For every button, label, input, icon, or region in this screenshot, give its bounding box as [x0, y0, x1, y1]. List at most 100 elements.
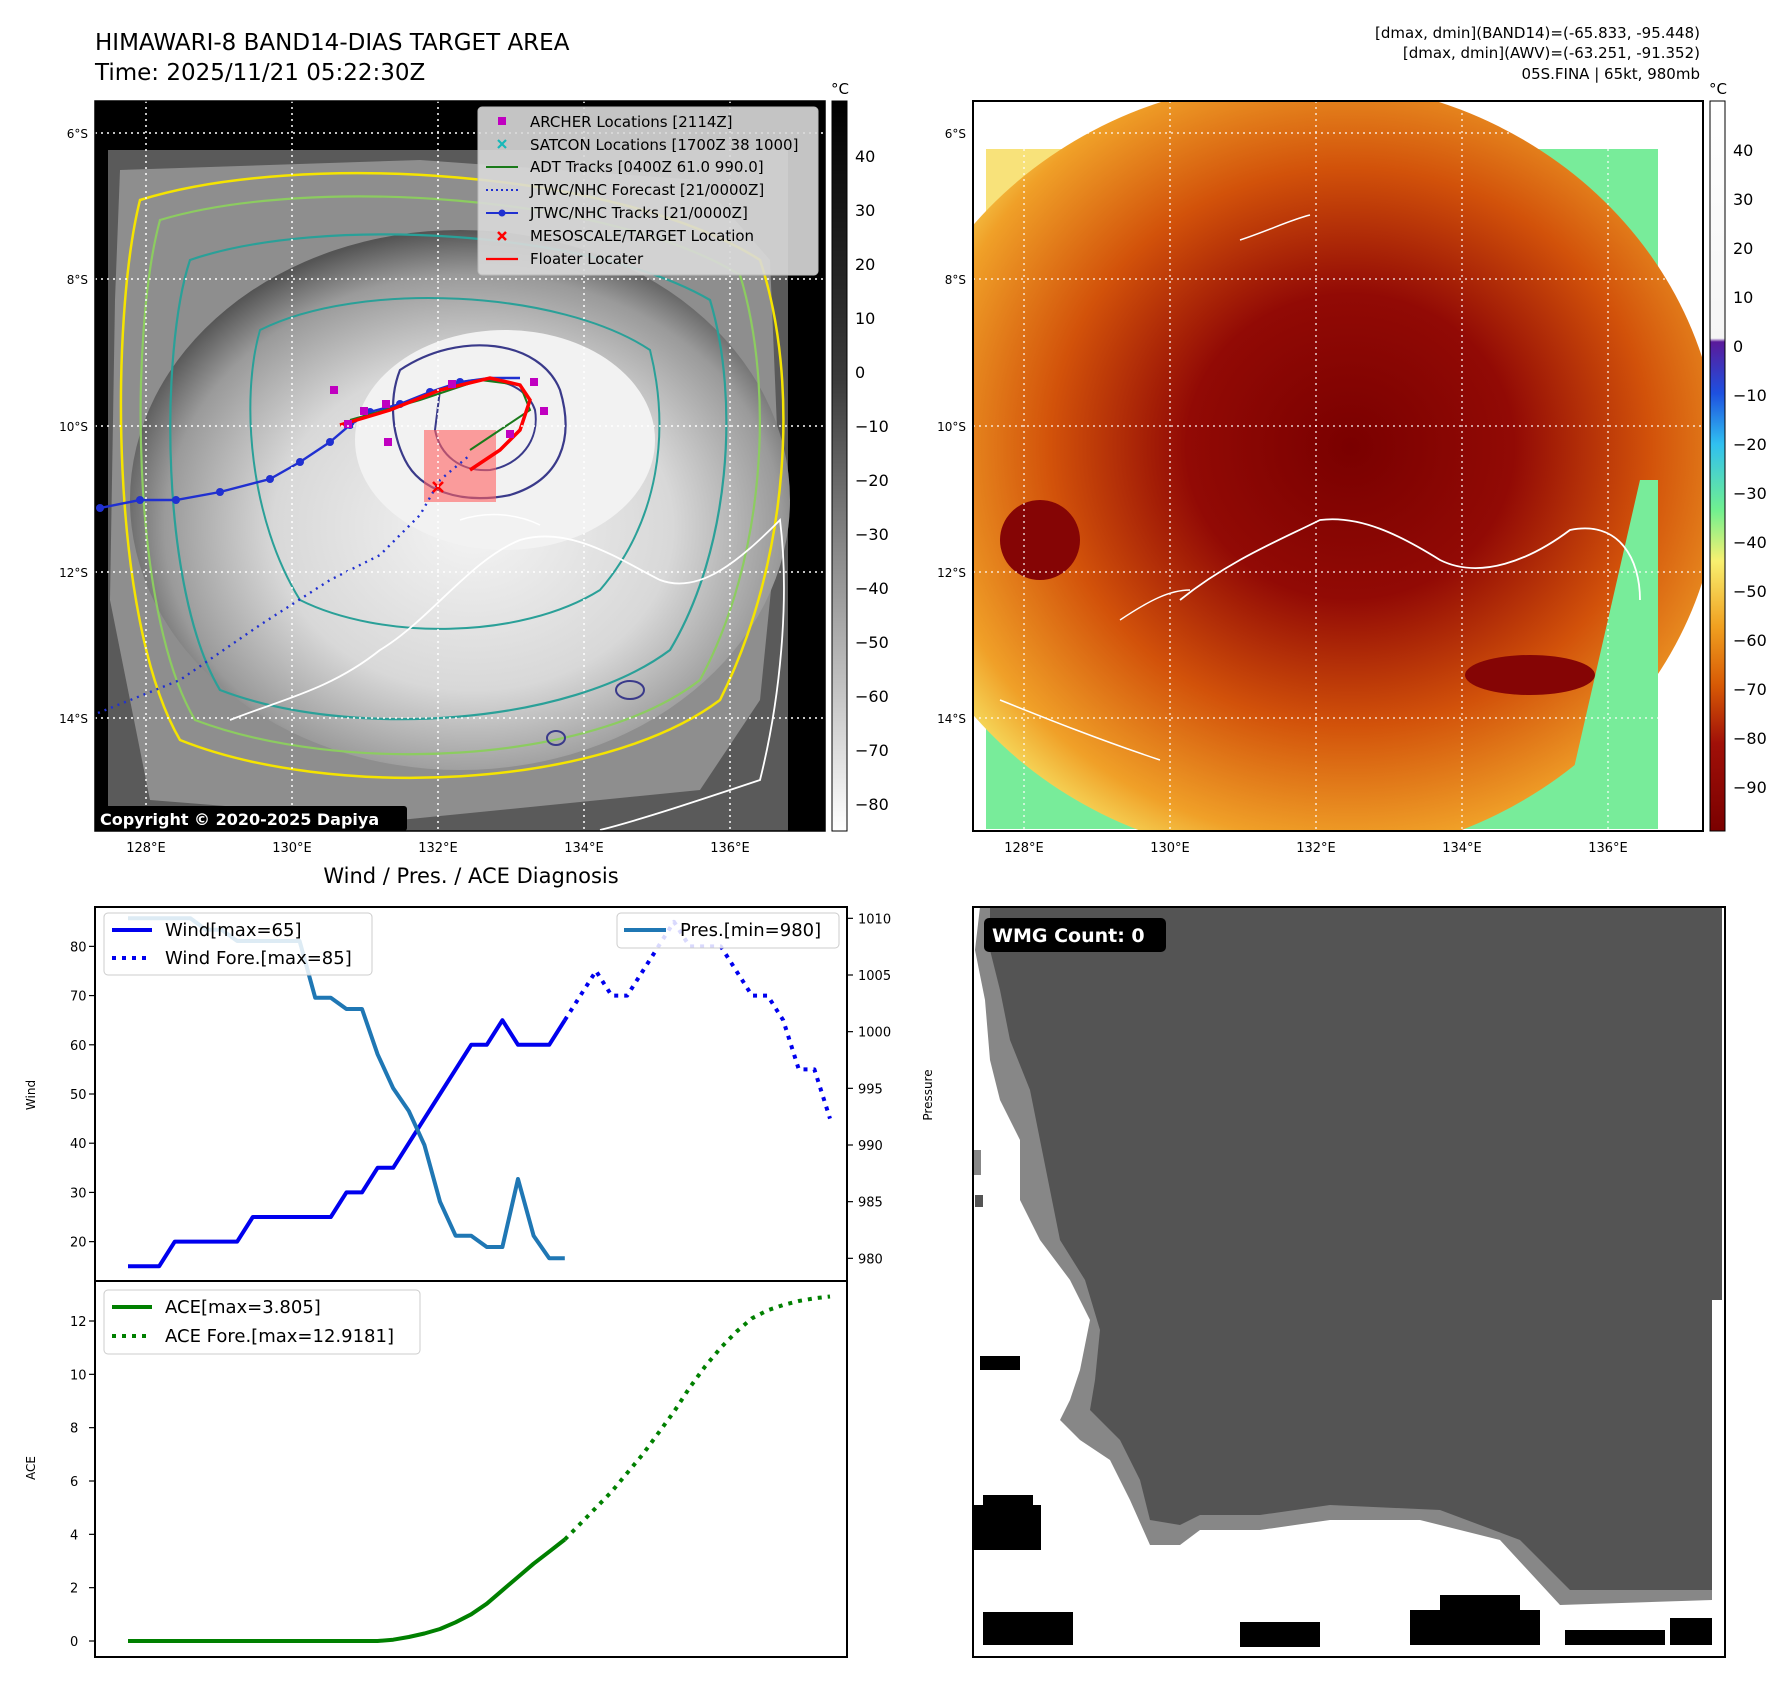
- copyright-box: [95, 806, 407, 831]
- wmg-frame: [972, 906, 1726, 1658]
- legend-satcon: SATCON Locations [1700Z 38 1000]: [530, 136, 798, 154]
- pressure-axis-label: Pressure: [921, 1069, 935, 1120]
- wmg-count-box: [984, 918, 1166, 952]
- diagnosis-title: Wind / Pres. / ACE Diagnosis: [323, 864, 618, 888]
- wind-axis-ticks: 20 30 40 50 60 70 80: [70, 940, 95, 1251]
- wind-series-observed: [128, 1018, 567, 1269]
- pressure-tick-label: 1005: [858, 969, 891, 984]
- gray-tick-30: 30: [855, 201, 875, 220]
- map1-lon-136: 136°E: [710, 841, 750, 856]
- map2-lon-128: 128°E: [1004, 841, 1044, 856]
- diagnosis-series: [128, 916, 832, 1643]
- map1-lon-132: 132°E: [418, 841, 458, 856]
- map2-lat-10s: 10°S: [937, 420, 966, 434]
- color-tick-0: 0: [1733, 337, 1743, 356]
- color-tick-m80: −80: [1733, 729, 1767, 748]
- map1-lat-labels: 6°S 8°S 10°S 12°S 14°S: [59, 127, 88, 726]
- wind-tick-label: 70: [70, 990, 87, 1005]
- map2-lon-134: 134°E: [1442, 841, 1482, 856]
- wind-axis-label: Wind: [24, 1080, 38, 1110]
- color-tick-m20: −20: [1733, 435, 1767, 454]
- color-tick-m30: −30: [1733, 484, 1767, 503]
- pressure-legend: Pres.[min=980]: [616, 912, 840, 949]
- ace-tick-label: 2: [70, 1582, 78, 1597]
- color-tick-m40: −40: [1733, 533, 1767, 552]
- wind-tick-label: 50: [70, 1088, 87, 1103]
- band14-range: [dmax, dmin](BAND14)=(-65.833, -95.448): [1375, 24, 1700, 42]
- wmg-count-label: WMG Count: 0: [992, 925, 1145, 947]
- map1-lat-12s: 12°S: [59, 566, 88, 580]
- gray-tick-m10: −10: [855, 417, 889, 436]
- color-colorbar: [1709, 100, 1726, 832]
- color-tick-m90: −90: [1733, 778, 1767, 797]
- map2-lat-labels: 6°S 8°S 10°S 12°S 14°S: [937, 127, 966, 726]
- figure-title: HIMAWARI-8 BAND14-DIAS TARGET AREA: [95, 30, 570, 56]
- ace-plot-frame: [94, 1280, 848, 1658]
- pressure-tick-label: 1000: [858, 1026, 891, 1041]
- ir-map-frame: [94, 100, 826, 832]
- map2-lat-14s: 14°S: [937, 712, 966, 726]
- ace-tick-label: 10: [70, 1368, 87, 1383]
- track-dot-icon: [498, 209, 506, 217]
- color-tick-20: 20: [1733, 239, 1753, 258]
- archer-marker-icon: [498, 117, 506, 125]
- gray-tick-10: 10: [855, 309, 875, 328]
- color-map-frame: [972, 100, 1704, 832]
- wind-tick-label: 20: [70, 1236, 87, 1251]
- color-tick-m70: −70: [1733, 680, 1767, 699]
- ace-tick-label: 0: [70, 1635, 78, 1650]
- ace-legend: ACE[max=3.805] ACE Fore.[max=12.9181]: [103, 1289, 421, 1355]
- wind-tick-label: 30: [70, 1186, 87, 1201]
- gray-tick-m50: −50: [855, 633, 889, 652]
- pressure-tick-label: 1010: [858, 912, 891, 927]
- color-tick-10: 10: [1733, 288, 1753, 307]
- figure-time: Time: 2025/11/21 05:22:30Z: [94, 60, 425, 86]
- gray-tick-40: 40: [855, 147, 875, 166]
- legend-target: MESOSCALE/TARGET Location: [530, 227, 754, 245]
- pressure-tick-label: 995: [858, 1082, 883, 1097]
- ace-tick-label: 12: [70, 1315, 87, 1330]
- pressure-tick-label: 980: [858, 1252, 883, 1267]
- map2-lat-6s: 6°S: [945, 127, 966, 141]
- legend-pres: Pres.[min=980]: [680, 920, 821, 941]
- gray-tick-0: 0: [855, 363, 865, 382]
- legend-wind-fore: Wind Fore.[max=85]: [165, 948, 352, 969]
- map1-lat-14s: 14°S: [59, 712, 88, 726]
- ace-tick-label: 6: [70, 1475, 78, 1490]
- target-x-icon: [497, 231, 507, 241]
- gray-tick-m70: −70: [855, 741, 889, 760]
- gray-tick-20: 20: [855, 255, 875, 274]
- map2-lon-labels: 128°E 130°E 132°E 134°E 136°E: [1004, 841, 1628, 856]
- satcon-marker-icon: [497, 139, 507, 149]
- map2-lon-130: 130°E: [1150, 841, 1190, 856]
- wind-series-forecast: [563, 919, 832, 1120]
- map1-lon-130: 130°E: [272, 841, 312, 856]
- pressure-tick-label: 990: [858, 1139, 883, 1154]
- wmg-panel: [973, 907, 1725, 1657]
- legend-ace-fore: ACE Fore.[max=12.9181]: [165, 1326, 394, 1347]
- color-colorbar-ticks: 40 30 20 10 0 −10 −20 −30 −40 −50 −60 −7…: [1733, 141, 1767, 797]
- map2-lat-12s: 12°S: [937, 566, 966, 580]
- color-tick-m60: −60: [1733, 631, 1767, 650]
- awv-range: [dmax, dmin](AWV)=(-63.251, -91.352): [1403, 44, 1700, 62]
- legend-tracks: JTWC/NHC Tracks [21/0000Z]: [529, 204, 748, 222]
- map2-lon-132: 132°E: [1296, 841, 1336, 856]
- ace-axis-ticks: 0 2 4 6 8 10 12: [70, 1315, 95, 1650]
- map1-lat-10s: 10°S: [59, 420, 88, 434]
- map1-lat-6s: 6°S: [67, 127, 88, 141]
- color-tick-30: 30: [1733, 190, 1753, 209]
- ace-axis-label: ACE: [24, 1456, 38, 1480]
- wind-tick-label: 40: [70, 1137, 87, 1152]
- color-tick-40: 40: [1733, 141, 1753, 160]
- gray-colorbar-unit: °C: [831, 80, 849, 98]
- pressure-axis-ticks: 980 985 990 995 1000 1005 1010: [847, 912, 891, 1267]
- gray-colorbar: [831, 100, 848, 832]
- wind-tick-label: 80: [70, 940, 87, 955]
- storm-summary: 05S.FINA | 65kt, 980mb: [1522, 65, 1700, 83]
- gray-tick-m30: −30: [855, 525, 889, 544]
- gray-colorbar-ticks: 40 30 20 10 0 −10 −20 −30 −40 −50 −60 −7…: [855, 147, 889, 814]
- copyright-text: Copyright © 2020-2025 Dapiya: [100, 810, 379, 829]
- wind-tick-label: 60: [70, 1039, 87, 1054]
- ace-tick-label: 8: [70, 1422, 78, 1437]
